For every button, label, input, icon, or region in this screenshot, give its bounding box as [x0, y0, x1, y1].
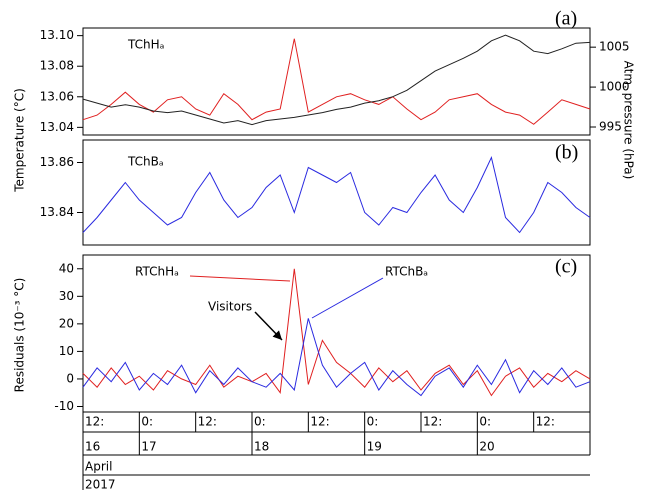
leader-line: [189, 275, 291, 282]
series-label: TChHₐ: [127, 38, 164, 52]
panel-label: (c): [555, 256, 577, 278]
series-label: RTChBₐ: [385, 265, 428, 279]
x-tick-label: 12:: [198, 415, 217, 429]
series-label: TChBₐ: [127, 155, 164, 169]
leader-line: [311, 277, 384, 319]
annotation-arrow: [254, 311, 283, 341]
plot-frame: [82, 139, 591, 246]
y-tick-label: 10: [59, 344, 74, 358]
series-label: RTChHₐ: [135, 265, 179, 279]
x-tick-label: 0:: [479, 415, 491, 429]
y-tick-label: 13.84: [40, 205, 74, 219]
y-tick-label: 13.04: [40, 120, 74, 134]
y-axis-title: Residuals (10⁻³ °C): [13, 278, 27, 393]
y2-tick-label: 1005: [599, 40, 630, 54]
panel-label: (b): [555, 142, 578, 164]
date-label: 19: [367, 440, 382, 454]
data-line: [82, 268, 591, 397]
x-tick-label: 12:: [423, 415, 442, 429]
y-tick-label: 30: [59, 289, 74, 303]
y-tick-label: 40: [59, 261, 74, 275]
y-tick-label: 0: [66, 371, 74, 385]
month-label: April: [85, 460, 112, 474]
annotation: Visitors: [208, 300, 252, 314]
date-label: 18: [254, 440, 269, 454]
x-tick-label: 12:: [310, 415, 329, 429]
plot-frame: [82, 254, 591, 413]
data-line: [82, 38, 591, 125]
y-tick-label: 13.86: [40, 155, 74, 169]
plot-frame: [82, 27, 591, 136]
data-line: [82, 155, 591, 234]
y-tick-label: 20: [59, 316, 74, 330]
x-tick-label: 12:: [536, 415, 555, 429]
date-label: 17: [141, 440, 156, 454]
y2-axis-title: Atm. pressure (hPa): [622, 61, 636, 180]
date-label: 16: [85, 440, 100, 454]
data-line: [82, 34, 591, 126]
panel-label: (a): [555, 8, 577, 30]
x-tick-label: 0:: [254, 415, 266, 429]
x-tick-label: 0:: [367, 415, 379, 429]
y2-tick-label: 1000: [599, 80, 630, 94]
y-tick-label: 13.10: [40, 28, 74, 42]
y-axis-title: Temperature (°C): [13, 88, 27, 193]
y-tick-label: 13.06: [40, 89, 74, 103]
y-tick-label: 13.08: [40, 59, 74, 73]
y2-tick-label: 995: [599, 120, 622, 134]
x-tick-label: 12:: [85, 415, 104, 429]
year-label: 2017: [85, 478, 116, 491]
y-tick-label: -10: [54, 399, 74, 413]
date-label: 20: [479, 440, 494, 454]
data-line: [82, 318, 591, 397]
x-tick-label: 0:: [141, 415, 153, 429]
